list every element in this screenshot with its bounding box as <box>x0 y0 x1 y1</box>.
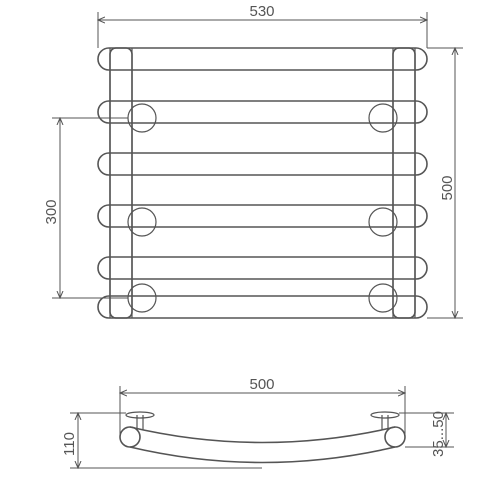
front-bars <box>98 48 427 318</box>
dim-left-inner: 300 <box>43 199 60 224</box>
side-view <box>120 412 405 463</box>
dim-side-depth: 110 <box>61 432 78 456</box>
dim-side-small: 35...50 <box>430 411 447 457</box>
dim-top-width: 530 <box>249 3 274 20</box>
front-mounts <box>128 104 397 312</box>
technical-drawing: 530 500 300 <box>0 0 500 500</box>
front-verticals <box>110 48 415 318</box>
dim-bottom-width: 500 <box>249 376 274 393</box>
side-dimensions: 500 110 35...50 <box>61 376 454 468</box>
front-view <box>98 48 427 318</box>
front-dimensions: 530 500 300 <box>43 3 463 318</box>
dim-right-height: 500 <box>439 175 456 200</box>
